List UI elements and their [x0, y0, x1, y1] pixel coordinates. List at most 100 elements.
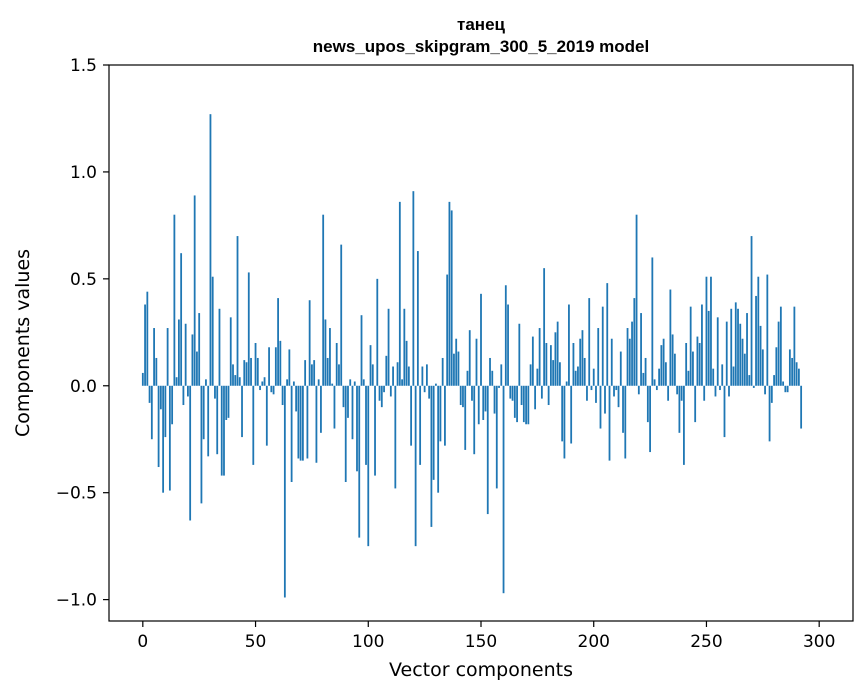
bar-3 — [148, 385, 151, 403]
bar-233 — [667, 385, 670, 401]
bar-109 — [387, 308, 390, 386]
bar-150 — [480, 293, 482, 386]
bar-61 — [279, 340, 282, 386]
bar-224 — [646, 385, 649, 423]
bar-206 — [606, 283, 609, 386]
bar-144 — [466, 370, 469, 386]
bar-280 — [773, 375, 775, 386]
bar-278 — [768, 385, 771, 442]
bar-216 — [628, 338, 631, 386]
bar-123 — [419, 385, 422, 465]
bar-243 — [689, 306, 692, 386]
bar-83 — [329, 328, 331, 386]
bar-231 — [662, 338, 665, 386]
bar-9 — [162, 385, 165, 493]
bar-229 — [658, 368, 661, 386]
bar-137 — [450, 210, 453, 386]
bar-32 — [214, 385, 216, 399]
bar-46 — [245, 362, 248, 386]
bar-2 — [146, 291, 149, 386]
bar-177 — [540, 385, 543, 399]
bar-287 — [788, 349, 791, 386]
bar-265 — [739, 323, 742, 386]
bar-125 — [423, 385, 426, 393]
bar-211 — [617, 385, 620, 408]
bar-19 — [184, 323, 187, 386]
bar-28 — [205, 379, 207, 386]
bar-218 — [633, 298, 636, 386]
bar-166 — [516, 385, 518, 423]
bar-115 — [401, 379, 403, 386]
bar-161 — [504, 285, 507, 386]
bar-198 — [588, 298, 591, 386]
bar-154 — [489, 357, 491, 386]
bar-50 — [254, 343, 257, 386]
bar-185 — [559, 362, 561, 386]
bar-75 — [311, 364, 313, 386]
bar-235 — [671, 334, 674, 386]
bar-49 — [252, 385, 255, 465]
bar-145 — [468, 330, 471, 386]
bar-16 — [177, 319, 180, 386]
bar-234 — [669, 289, 672, 386]
bar-13 — [171, 385, 174, 425]
bar-282 — [777, 321, 780, 386]
bar-281 — [775, 347, 778, 386]
bar-237 — [676, 385, 679, 395]
bar-31 — [211, 276, 214, 386]
bar-7 — [157, 385, 160, 468]
bar-159 — [500, 364, 503, 386]
bar-77 — [315, 385, 318, 463]
bar-1 — [144, 304, 146, 386]
bar-164 — [511, 385, 514, 401]
x-tick-label: 150 — [465, 632, 497, 652]
bar-17 — [180, 253, 183, 386]
bar-291 — [797, 368, 800, 386]
bar-250 — [705, 276, 708, 386]
bar-78 — [317, 379, 320, 386]
bar-220 — [637, 385, 640, 395]
bar-94 — [353, 381, 356, 386]
bar-131 — [437, 385, 440, 493]
bar-286 — [786, 385, 789, 393]
bar-73 — [306, 385, 309, 459]
bar-134 — [444, 385, 446, 446]
bar-52 — [259, 385, 261, 391]
bar-142 — [462, 385, 464, 408]
bar-238 — [678, 385, 681, 433]
bar-276 — [764, 385, 766, 395]
bar-274 — [759, 325, 762, 386]
bar-24 — [196, 351, 198, 386]
bar-126 — [425, 364, 428, 386]
bar-163 — [509, 385, 512, 399]
bar-203 — [599, 385, 602, 429]
bar-80 — [322, 214, 325, 386]
bar-29 — [207, 385, 210, 457]
bar-141 — [459, 385, 462, 406]
bar-197 — [586, 385, 588, 401]
bar-236 — [673, 353, 676, 386]
bar-190 — [570, 385, 573, 444]
bar-155 — [491, 370, 494, 386]
bar-172 — [529, 364, 532, 386]
bar-110 — [389, 385, 392, 397]
bar-112 — [394, 385, 397, 489]
bar-165 — [513, 385, 516, 418]
bar-15 — [175, 377, 178, 386]
bar-92 — [349, 379, 352, 386]
bar-259 — [725, 321, 728, 386]
y-axis: 1.5 1.0 0.5 0.0 −0.5 −1.0 — [56, 56, 109, 611]
bar-152 — [484, 385, 487, 412]
bar-122 — [416, 251, 419, 386]
y-tick-label: 1.5 — [70, 56, 97, 76]
bar-138 — [453, 353, 455, 386]
x-axis-label: Vector components — [389, 659, 573, 681]
bar-95 — [356, 385, 358, 472]
bar-56 — [268, 347, 270, 386]
bar-176 — [538, 328, 541, 386]
bar-69 — [297, 385, 300, 459]
bar-252 — [710, 276, 712, 386]
bar-168 — [520, 385, 523, 406]
bar-104 — [376, 278, 379, 386]
